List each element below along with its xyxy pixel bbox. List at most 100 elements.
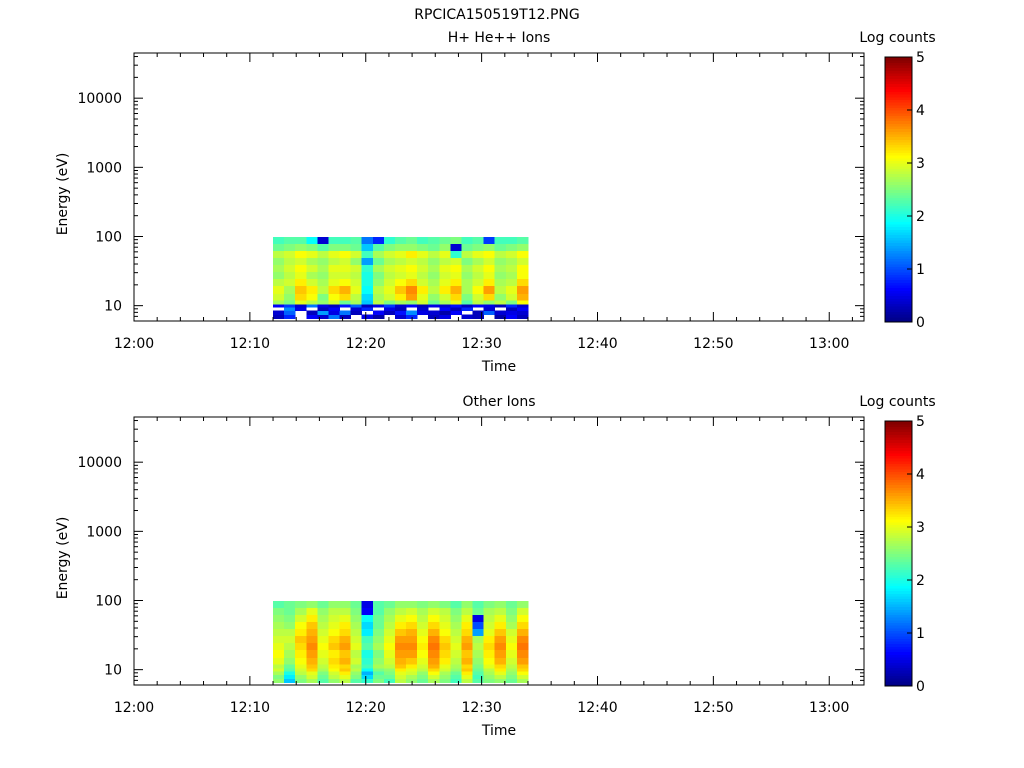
heatmap-cell xyxy=(273,300,285,305)
heatmap-cell xyxy=(295,628,307,636)
heatmap-cell xyxy=(328,271,340,279)
colorbar-band xyxy=(885,667,912,671)
heatmap-cell xyxy=(406,271,418,279)
heatmap-cell xyxy=(284,649,296,659)
heatmap-cell xyxy=(361,314,374,319)
heatmap-cell xyxy=(339,257,352,265)
heatmap-cell xyxy=(361,642,374,651)
heatmap-cell xyxy=(372,271,385,279)
heatmap-cell xyxy=(505,642,518,651)
heatmap-cell xyxy=(328,671,340,675)
heatmap-cell xyxy=(494,264,507,272)
heatmap-cell xyxy=(361,621,374,629)
heatmap-cell xyxy=(461,300,473,305)
colorbar-band xyxy=(885,123,912,127)
heatmap-cell xyxy=(383,264,396,272)
heatmap-cell xyxy=(339,664,352,669)
heatmap-cell xyxy=(306,600,318,609)
x-tick-label: 12:30 xyxy=(461,700,501,716)
colorbar-band xyxy=(885,189,912,193)
heatmap-cell xyxy=(461,264,473,272)
heatmap-cell xyxy=(372,278,385,287)
heatmap-cell xyxy=(361,307,374,311)
heatmap-cell xyxy=(461,236,473,245)
heatmap-cell xyxy=(472,671,485,675)
heatmap-cell xyxy=(317,657,329,665)
heatmap-cell xyxy=(417,674,429,679)
heatmap-cell xyxy=(383,635,396,643)
x-tick-label: 12:30 xyxy=(461,336,501,352)
heatmap-cell xyxy=(350,607,363,615)
heatmap-cell xyxy=(494,304,507,308)
heatmap-cell xyxy=(328,250,340,258)
heatmap-cell xyxy=(461,664,473,669)
heatmap-cell xyxy=(439,642,451,651)
heatmap-cell xyxy=(339,614,352,622)
heatmap-cell xyxy=(328,674,340,679)
heatmap-cell xyxy=(439,657,451,665)
heatmap-cell xyxy=(284,678,296,683)
heatmap-cell xyxy=(361,300,374,305)
heatmap-cell xyxy=(439,671,451,675)
heatmap-cell xyxy=(361,243,374,251)
heatmap-cell xyxy=(361,257,374,265)
heatmap-cell xyxy=(350,278,363,287)
heatmap-cell xyxy=(472,621,485,629)
colorbar-band xyxy=(885,503,912,507)
heatmap-cell xyxy=(505,600,518,609)
colorbar-band xyxy=(885,580,912,584)
colorbar-band xyxy=(885,500,912,504)
heatmap-cell xyxy=(428,314,440,319)
heatmap-cell xyxy=(450,257,462,265)
colorbar-tick-label: 3 xyxy=(916,156,925,172)
heatmap-cell xyxy=(505,271,518,279)
colorbar-band xyxy=(885,423,912,427)
colorbar-band xyxy=(885,213,912,217)
colorbar-band xyxy=(885,163,912,167)
heatmap-cell xyxy=(483,642,496,651)
colorbar-band xyxy=(885,431,912,435)
colorbar-tick-label: 5 xyxy=(916,414,925,430)
heatmap-cell xyxy=(439,649,451,659)
x-axis-label: Time xyxy=(481,723,516,739)
heatmap-cell xyxy=(383,649,396,659)
colorbar-band xyxy=(885,601,912,605)
heatmap-cell xyxy=(483,285,496,295)
heatmap-cell xyxy=(394,600,407,609)
colorbar-band xyxy=(885,656,912,661)
heatmap-cell xyxy=(306,310,318,315)
heatmap-cell xyxy=(328,668,340,672)
heatmap-cell xyxy=(472,314,485,319)
heatmap-cell xyxy=(406,678,418,683)
heatmap-cell xyxy=(273,642,285,651)
heatmap-cell xyxy=(494,657,507,665)
heatmap-cell xyxy=(372,293,385,301)
colorbar-band xyxy=(885,569,912,573)
heatmap-cell xyxy=(461,607,473,615)
heatmap-cell xyxy=(328,278,340,287)
heatmap-cell xyxy=(273,600,285,609)
heatmap-cell xyxy=(383,307,396,311)
colorbar-band xyxy=(885,542,912,547)
colorbar-band xyxy=(885,474,912,478)
heatmap-cell xyxy=(461,614,473,622)
colorbar-band xyxy=(885,603,912,608)
colorbar-tick-label: 5 xyxy=(916,50,925,66)
heatmap-cell xyxy=(350,642,363,651)
x-tick-label: 12:10 xyxy=(230,700,270,716)
heatmap-cell xyxy=(306,678,318,683)
colorbar-band xyxy=(885,316,912,320)
heatmap-cell xyxy=(461,307,473,311)
heatmap-cell xyxy=(383,674,396,679)
heatmap-cell xyxy=(295,250,307,258)
heatmap-cell xyxy=(439,628,451,636)
heatmap-cell xyxy=(483,607,496,615)
heatmap-cell xyxy=(372,314,385,319)
heatmap-cell xyxy=(494,674,507,679)
heatmap-cell xyxy=(394,243,407,251)
heatmap-cell xyxy=(295,307,307,311)
heatmap xyxy=(273,600,529,683)
heatmap-cell xyxy=(284,236,296,245)
heatmap-cell xyxy=(417,271,429,279)
colorbar-band xyxy=(885,99,912,103)
